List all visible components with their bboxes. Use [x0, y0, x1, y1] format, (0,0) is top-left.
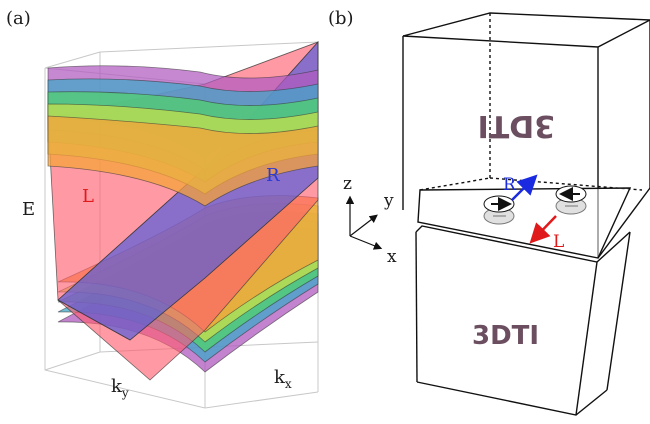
- right-spin-label: R: [503, 175, 517, 195]
- y-axis-label: y: [383, 191, 394, 211]
- right-spin-arrow: [511, 174, 538, 201]
- coordinate-axes: [345, 195, 383, 250]
- left-handed-label: L: [82, 186, 94, 207]
- spin-disk-right: [555, 185, 587, 215]
- panel-b: (b) 3DTI 3DTI: [328, 8, 650, 416]
- upper-band-5: [47, 115, 319, 207]
- z-axis-label: z: [343, 174, 352, 194]
- ky-axis-label: ky: [111, 376, 129, 400]
- energy-axis-label: E: [22, 199, 35, 220]
- kx-axis-label: kx: [274, 367, 292, 391]
- right-handed-label: R: [266, 165, 280, 186]
- panel-a: (a): [6, 8, 319, 409]
- top-block-label: 3DTI: [478, 108, 555, 143]
- upper-bands: [47, 65, 319, 207]
- bottom-block: [415, 225, 631, 416]
- left-spin-label: L: [553, 232, 564, 252]
- panel-b-tag: (b): [328, 8, 354, 29]
- bottom-block-label: 3DTI: [472, 321, 539, 351]
- spin-disk-left: [483, 195, 515, 225]
- panel-a-tag: (a): [6, 8, 31, 29]
- x-axis-label: x: [387, 247, 397, 267]
- left-spin-arrow: [529, 215, 557, 244]
